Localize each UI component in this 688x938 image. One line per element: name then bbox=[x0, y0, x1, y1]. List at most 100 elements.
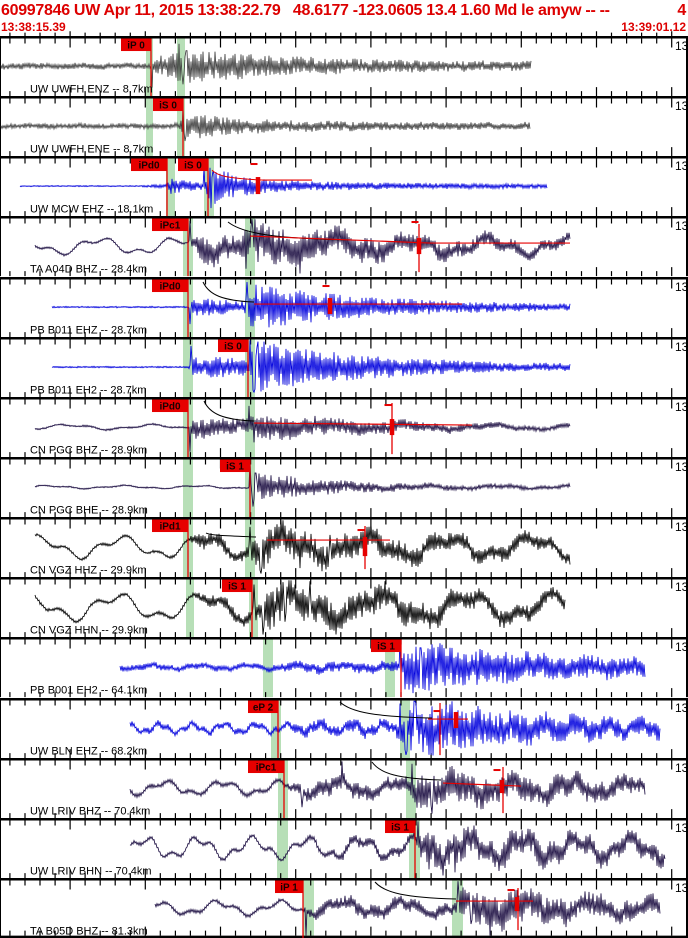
trace-panel-pb-b011[interactable]: iS 0 PB B011 EH2 -- 28.7km 13 bbox=[0, 336, 688, 397]
trace-panel-uw-lriv[interactable]: iPc1 UW LRIV BHZ -- 70.4km 13 bbox=[0, 757, 688, 818]
waveform-trace[interactable] bbox=[0, 106, 531, 142]
station-channel-label[interactable]: TA B05D BHZ -- 81.3km bbox=[30, 926, 148, 938]
right-border bbox=[686, 757, 688, 818]
waveform-trace[interactable] bbox=[129, 761, 646, 814]
arrival-window-band bbox=[271, 700, 281, 758]
station-channel-label[interactable]: PB B001 EH2 -- 64.1km bbox=[30, 685, 147, 697]
arrival-window-band bbox=[278, 760, 288, 818]
pick-flag-label: iS 1 bbox=[226, 461, 244, 472]
bottom-border bbox=[0, 935, 688, 938]
pick-flag[interactable] bbox=[275, 880, 303, 894]
station-channel-label[interactable]: UW MCW EHZ -- 18.1km bbox=[30, 204, 153, 216]
pick-flag-label: iS 1 bbox=[377, 642, 395, 653]
trace-panel-cn-pgc[interactable]: iS 1 CN PGC BHE -- 28.9km 13 bbox=[0, 456, 688, 518]
pick-flag-label: iPd0 bbox=[138, 161, 160, 172]
pick-flag[interactable] bbox=[220, 459, 250, 473]
pick-flag[interactable] bbox=[152, 279, 188, 292]
pick-flag[interactable] bbox=[218, 339, 248, 352]
coda-decay-curve bbox=[374, 881, 457, 900]
station-channel-label[interactable]: TA A04D BHZ -- 28.4km bbox=[30, 264, 147, 276]
arrival-window-band bbox=[303, 880, 314, 938]
waveform-trace[interactable] bbox=[129, 821, 666, 876]
waveform-trace[interactable] bbox=[154, 881, 661, 936]
pick-flag-label: iS 1 bbox=[391, 822, 409, 833]
trace-panel-cn-pgc[interactable]: iPd0 CN PGC BHZ -- 28.9km 13 bbox=[0, 396, 688, 457]
minute-label: 13 bbox=[675, 280, 688, 294]
pick-flag[interactable] bbox=[121, 38, 151, 52]
station-channel-label[interactable]: CN VGZ HHN -- 29.9km bbox=[30, 625, 148, 637]
waveform-trace[interactable] bbox=[34, 219, 571, 274]
pick-flag[interactable] bbox=[222, 579, 252, 593]
waveform-trace[interactable] bbox=[0, 43, 532, 88]
waveform-trace[interactable] bbox=[119, 640, 646, 694]
left-border bbox=[0, 637, 1, 698]
panel-divider bbox=[0, 276, 688, 280]
pick-flag-label: iPd0 bbox=[159, 401, 181, 412]
pick-flag-label: eP 2 bbox=[253, 702, 274, 713]
trace-panel-uw-mcw[interactable]: iPd0 iS 0 UW MCW EHZ -- 18.1km 13 bbox=[0, 156, 688, 217]
trace-panel-uw-lriv[interactable]: iS 1 UW LRIV BHN -- 70.4km 13 bbox=[0, 817, 688, 878]
pick-flag-label: iS 0 bbox=[159, 100, 177, 111]
right-border bbox=[686, 456, 688, 518]
station-channel-label[interactable]: UW LRIV BHN -- 70.4km bbox=[30, 865, 151, 877]
station-channel-label[interactable]: CN PGC BHE -- 28.9km bbox=[30, 505, 148, 517]
station-channel-label[interactable]: UW UWFH ENE -- 8.7km bbox=[30, 144, 153, 156]
station-channel-label[interactable]: CN VGZ HHZ -- 29.9km bbox=[30, 565, 147, 577]
minute-label: 13 bbox=[675, 340, 688, 354]
station-channel-label[interactable]: PB B011 EHZ -- 28.7km bbox=[30, 324, 147, 336]
waveform-trace[interactable] bbox=[34, 460, 571, 507]
pick-flag[interactable] bbox=[248, 700, 278, 713]
waveform-trace[interactable] bbox=[34, 405, 571, 452]
minute-label: 13 bbox=[675, 99, 688, 113]
axis-tick-marks bbox=[9, 399, 673, 457]
pick-flag[interactable] bbox=[152, 399, 188, 412]
arrival-window-band bbox=[249, 579, 258, 638]
pick-flag[interactable] bbox=[248, 760, 284, 773]
minute-label: 13 bbox=[675, 39, 688, 53]
panel-divider bbox=[0, 757, 688, 761]
waveform-trace[interactable] bbox=[51, 281, 571, 327]
left-border bbox=[0, 697, 1, 758]
trace-panel-ta-a04d[interactable]: iPc1 TA A04D BHZ -- 28.4km 13 bbox=[0, 216, 688, 277]
arrival-window-band bbox=[183, 459, 193, 518]
panel-divider bbox=[0, 817, 688, 821]
pick-flag-label: iS 0 bbox=[224, 341, 242, 352]
pick-flag[interactable] bbox=[371, 639, 401, 653]
waveform-trace[interactable] bbox=[51, 339, 571, 393]
pick-flag-label: iP 0 bbox=[127, 40, 145, 51]
station-channel-label[interactable]: UW BLN EHZ -- 68.2km bbox=[30, 745, 147, 757]
pick-flag[interactable] bbox=[131, 158, 167, 172]
station-channel-label[interactable]: UW LRIV BHZ -- 70.4km bbox=[30, 805, 150, 817]
right-border bbox=[686, 36, 688, 97]
pick-flag[interactable] bbox=[178, 158, 208, 172]
pick-flag-label: iS 1 bbox=[228, 582, 246, 593]
trace-panel-uw-uwfh[interactable]: iP 0 UW UWFH ENZ -- 8.7km 13 bbox=[0, 36, 688, 97]
trace-panel-ta-b05d[interactable]: iP 1 TA B05D BHZ -- 81.3km 13 bbox=[0, 877, 688, 938]
pick-flag[interactable] bbox=[152, 519, 188, 533]
waveform-trace[interactable] bbox=[19, 167, 548, 209]
pick-flag[interactable] bbox=[152, 218, 188, 232]
waveform-trace[interactable] bbox=[34, 580, 566, 635]
left-border bbox=[0, 156, 1, 217]
waveform-trace[interactable] bbox=[129, 700, 661, 756]
trace-panel-pb-b011[interactable]: iPd0 PB B011 EHZ -- 28.7km 13 bbox=[0, 276, 688, 337]
waveform-trace[interactable] bbox=[34, 520, 571, 574]
arrival-window-band bbox=[385, 639, 395, 698]
trace-panel-uw-uwfh[interactable]: iS 0 UW UWFH ENE -- 8.7km 13 bbox=[0, 96, 688, 157]
station-channel-label[interactable]: UW UWFH ENZ -- 8.7km bbox=[30, 84, 153, 96]
trace-panel-uw-bln[interactable]: eP 2 UW BLN EHZ -- 68.2km 13 bbox=[0, 697, 688, 758]
trace-panel-cn-vgz[interactable]: iPd1 CN VGZ HHZ -- 29.9km 13 bbox=[0, 517, 688, 578]
top-axis-ticks bbox=[9, 31, 673, 36]
station-channel-label[interactable]: PB B011 EH2 -- 28.7km bbox=[30, 384, 146, 396]
trace-panel-pb-b001[interactable]: iS 1 PB B001 EH2 -- 64.1km 13 bbox=[0, 637, 688, 698]
pick-flag[interactable] bbox=[385, 820, 415, 833]
coda-fit-line bbox=[442, 782, 522, 787]
station-channel-label[interactable]: CN PGC BHZ -- 28.9km bbox=[30, 444, 147, 456]
left-border bbox=[0, 336, 1, 397]
arrival-window-band bbox=[183, 339, 193, 397]
panel-divider bbox=[0, 637, 688, 640]
coda-decay-curve bbox=[211, 169, 263, 181]
trace-list: iP 0 UW UWFH ENZ -- 8.7km 13 iS 0 UW UWFH EN… bbox=[0, 36, 688, 938]
trace-panel-cn-vgz[interactable]: iS 1 CN VGZ HHN -- 29.9km 13 bbox=[0, 577, 688, 638]
pick-flag[interactable] bbox=[153, 98, 183, 112]
